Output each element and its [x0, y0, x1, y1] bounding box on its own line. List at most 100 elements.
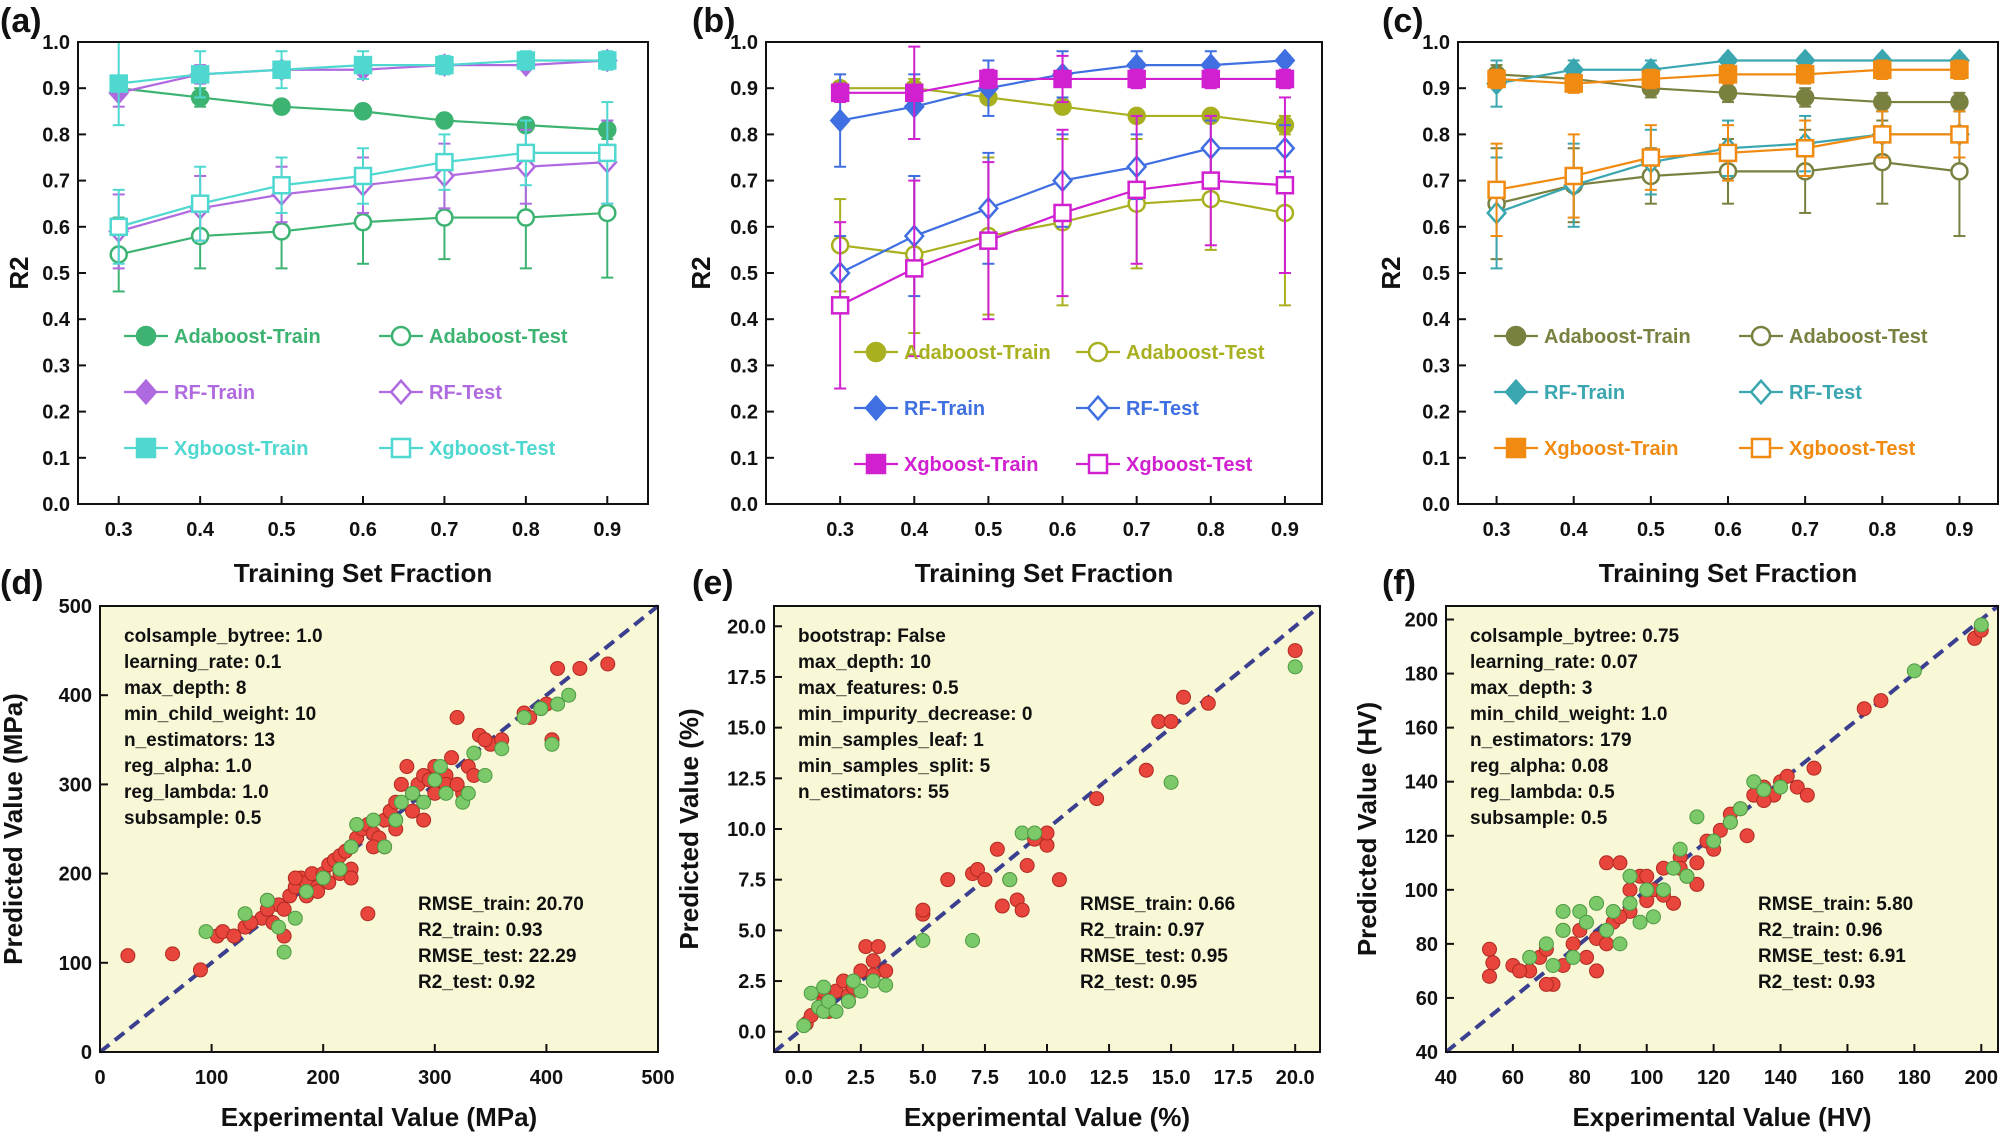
params-block: colsample_bytree: 1.0 learning_rate: 0.1 m… [124, 626, 323, 829]
test-point [1622, 868, 1638, 884]
chart-f: 40 60 80 100 120 140 160 180 200 40 60 80 100 120 140 1… [1352, 604, 2000, 1132]
metric-text: R2_test: 0.93 [1758, 972, 1875, 993]
train-point [444, 750, 460, 766]
test-point [878, 977, 894, 993]
y-tick-label: 0.8 [42, 124, 70, 146]
test-point [550, 696, 566, 712]
param-text: learning_rate: 0.1 [124, 652, 282, 673]
y-tick-label: 180 [1405, 664, 1438, 686]
train-point [1689, 876, 1705, 892]
y-tick-label: 0.0 [42, 494, 70, 516]
test-point [853, 983, 869, 999]
param-text: min_samples_leaf: 1 [798, 730, 984, 751]
parity-line [98, 604, 660, 1054]
train-point [1089, 791, 1105, 807]
legend-label: Adaboost-Test [1126, 342, 1265, 364]
train-point [1612, 855, 1628, 871]
test-point [466, 745, 482, 761]
param-text: min_impurity_decrease: 0 [798, 704, 1032, 725]
train-point [572, 660, 588, 676]
plot-frame [765, 41, 1323, 505]
y-axis-title: R2 [1376, 256, 1406, 289]
data-point [1718, 143, 1738, 163]
y-tick-label: 0.6 [730, 217, 758, 239]
param-text: n_estimators: 55 [798, 782, 949, 803]
x-tick-label: 20.0 [1276, 1067, 1315, 1089]
data-point [1564, 166, 1583, 186]
param-text: reg_lambda: 1.0 [124, 782, 269, 803]
test-point [865, 973, 881, 989]
y-axis-title: Predicted Value (%) [674, 708, 704, 949]
test-point [404, 785, 420, 801]
y-tick-label: 0.4 [1422, 309, 1451, 331]
x-tick-label: 0.4 [186, 519, 215, 541]
train-point [1806, 760, 1822, 776]
test-point [271, 919, 287, 935]
data-point [1873, 92, 1892, 112]
x-tick-label: 0.9 [1946, 519, 1974, 541]
x-tick-label: 0.8 [1197, 519, 1225, 541]
test-point [298, 883, 314, 899]
test-point [1906, 663, 1922, 679]
data-point [1275, 69, 1295, 89]
y-tick-label: 2.5 [738, 971, 766, 993]
train-point [1019, 857, 1035, 873]
x-tick-label: 5.0 [909, 1067, 937, 1089]
test-point [803, 985, 819, 1001]
train-point [343, 870, 359, 886]
train-point [1712, 822, 1728, 838]
series-adaboost-train [109, 78, 617, 141]
train-point [393, 776, 409, 792]
x-tick-label: 40 [1435, 1067, 1457, 1089]
data-point [1053, 203, 1072, 223]
x-tick-label: 0.3 [105, 519, 133, 541]
series-xgboost-test [1487, 110, 1969, 238]
metric-text: R2_train: 0.97 [1080, 920, 1205, 941]
legend-label: Adaboost-Train [174, 326, 321, 348]
x-tick-label: 200 [307, 1067, 340, 1089]
legend-marker [134, 378, 158, 406]
points [1481, 617, 1989, 992]
train-point [865, 953, 881, 969]
x-tick-label: 10.0 [1028, 1067, 1067, 1089]
param-text: subsample: 0.5 [124, 808, 262, 829]
chart-e: 0.0 2.5 5.0 7.5 10.0 12.5 15.0 17.5 20.0 0.0 2.5 5.… [674, 604, 1322, 1132]
legend-marker [1087, 453, 1109, 475]
legend-label: Adaboost-Train [1544, 326, 1691, 348]
train-point [1579, 949, 1595, 965]
train-point [1512, 963, 1528, 979]
test-point [1679, 868, 1695, 884]
data-point [353, 166, 373, 186]
legend-label: RF-Train [174, 382, 255, 404]
chart-c: 0.3 0.4 0.5 0.6 0.7 0.8 0.9 0.0 0.1 0.2 0.3 0.4 0.5 0… [1376, 32, 1999, 588]
y-tick-label: 100 [1405, 880, 1438, 902]
test-point [1722, 814, 1738, 830]
train-point [449, 710, 465, 725]
x-tick-label: 200 [1965, 1067, 1998, 1089]
data-point [830, 296, 850, 315]
y-tick-label: 0.9 [1422, 78, 1450, 100]
param-text: min_child_weight: 1.0 [1470, 704, 1667, 725]
test-point [1163, 774, 1179, 790]
train-point [1622, 882, 1638, 898]
chart-b: 0.3 0.4 0.5 0.6 0.7 0.8 0.9 0.0 0.1 0.2 0.3 0.4 0.5 0… [686, 32, 1323, 588]
train-point [1200, 695, 1216, 711]
train-point [1599, 855, 1615, 871]
data-point [1201, 69, 1221, 89]
test-point [1672, 841, 1688, 857]
param-text: reg_alpha: 1.0 [124, 756, 252, 777]
y-tick-label: 0.9 [42, 78, 70, 100]
y-tick-label: 0.3 [730, 355, 758, 377]
x-tick-label: 15.0 [1152, 1067, 1191, 1089]
train-point [1689, 855, 1705, 871]
test-point [915, 933, 931, 948]
test-point [965, 933, 981, 948]
test-point [1538, 936, 1554, 952]
parity-line [1444, 604, 2000, 1054]
chart-a: 0.3 0.4 0.5 0.6 0.7 0.8 0.9 0.0 0.1 0.2 0.3 0.4 0.5 0… [4, 32, 649, 588]
legend-marker [390, 437, 412, 459]
data-point [190, 194, 210, 213]
panel-label-f: (f) [1382, 564, 1416, 602]
test-point [377, 839, 393, 855]
train-point [989, 841, 1005, 857]
